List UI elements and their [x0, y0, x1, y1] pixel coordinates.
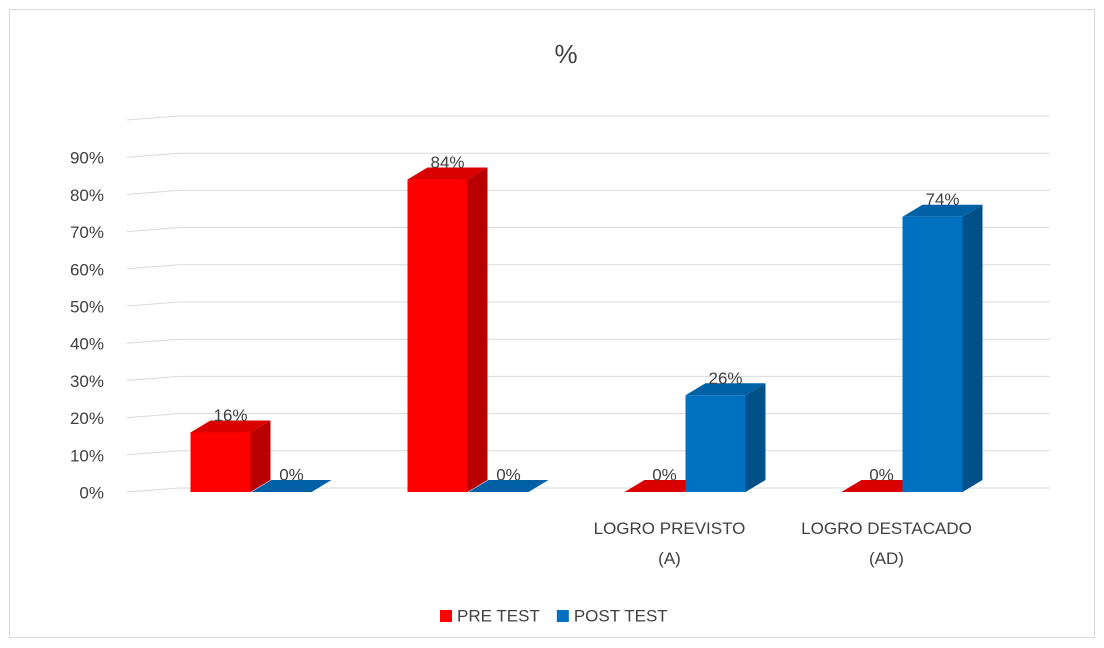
y-tick-label: 30% [70, 372, 104, 391]
data-label: 0% [279, 465, 304, 484]
data-label: 16% [213, 406, 247, 425]
x-tick-label: LOGRO PREVISTO (A) [594, 519, 746, 568]
bar-side [467, 167, 488, 492]
legend-swatch [556, 610, 569, 622]
bar [407, 167, 488, 492]
bar-front [190, 432, 251, 492]
bar-front [902, 216, 963, 492]
bar [251, 480, 332, 492]
legend-swatch [440, 610, 452, 622]
x-tick-line: (A) [658, 549, 681, 568]
x-tick-line: LOGRO DESTACADO [801, 519, 972, 538]
y-tick-label: 70% [70, 223, 104, 242]
legend-label: PRE TEST [457, 606, 540, 625]
bar-side [962, 204, 983, 492]
data-label: 74% [925, 190, 959, 209]
bar-top [251, 480, 332, 492]
bar [190, 420, 271, 492]
y-tick-label: 0% [79, 483, 104, 502]
bar-top [190, 420, 271, 433]
bar-top [902, 204, 983, 217]
x-tick-label: LOGRO DESTACADO (AD) [801, 519, 972, 568]
legend-label: POST TEST [574, 606, 668, 625]
grid-line [126, 301, 1050, 307]
y-tick-label: 20% [70, 409, 104, 428]
bar-top [624, 480, 705, 492]
data-label: 0% [869, 465, 894, 484]
y-tick-label: 60% [70, 260, 104, 279]
grid-line [126, 338, 1050, 344]
grid-line [126, 487, 1050, 493]
y-tick-label: 10% [70, 446, 104, 465]
grid-line [126, 189, 1050, 195]
data-label: 0% [496, 465, 521, 484]
bar-side [745, 383, 766, 492]
bar-front [407, 179, 468, 492]
bar [624, 480, 705, 492]
wall-edge [126, 115, 1050, 121]
bar-top [407, 167, 488, 180]
y-tick-label: 50% [70, 297, 104, 316]
bar [468, 480, 549, 492]
y-tick-label: 90% [70, 149, 104, 168]
y-tick-label: 80% [70, 186, 104, 205]
x-tick-line: LOGRO PREVISTO [594, 519, 746, 538]
bar [841, 480, 922, 492]
bar-side [250, 420, 271, 492]
data-label: 84% [430, 153, 464, 172]
y-tick-label: 40% [70, 335, 104, 354]
bar [685, 383, 766, 492]
bar-top [468, 480, 549, 492]
data-label: 26% [708, 369, 742, 388]
grid-line [126, 375, 1050, 381]
bar-top [841, 480, 922, 492]
data-label: 0% [652, 465, 677, 484]
grid-line [126, 227, 1050, 233]
grid-line [126, 152, 1050, 158]
grid-line [126, 264, 1050, 270]
bar-top [685, 383, 766, 396]
bar [902, 204, 983, 492]
chart-title: % [554, 39, 577, 69]
bar-front [685, 395, 746, 492]
x-tick-line: (AD) [869, 549, 904, 568]
